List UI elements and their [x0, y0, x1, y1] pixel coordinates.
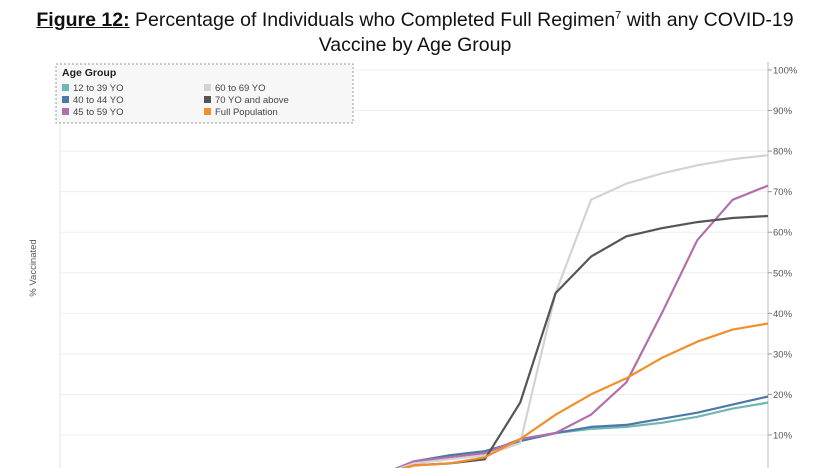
y-tick-label-100: 100% [773, 66, 798, 77]
y-tick-label-10: 10% [773, 431, 793, 442]
legend-label-5: Full Population [215, 107, 278, 118]
figure-title-part-1: Percentage of Individuals who Completed … [129, 9, 616, 31]
legend-swatch-0 [62, 84, 69, 91]
y-axis-ticks: 100% 90% 80% 70% 60% 50% 40% 30% 20% 10% [768, 66, 798, 442]
figure-label: Figure 12: [36, 9, 130, 31]
figure-title-part-2: with any COVID-19 [621, 9, 794, 31]
series-line-70-yo-and-above [401, 214, 769, 468]
legend-title: Age Group [62, 67, 116, 79]
figure-title-superscript: 7 [615, 9, 622, 22]
legend-swatch-2 [62, 108, 69, 115]
figure-title-line-1: Figure 12: Percentage of Individuals who… [0, 8, 830, 32]
series-line-40-to-44-yo [394, 395, 769, 468]
legend-swatch-5 [204, 108, 211, 115]
legend-label-4: 70 YO and above [215, 95, 289, 106]
series-line-45-to-59-yo [394, 184, 769, 468]
y-axis-label: % Vaccinated [28, 239, 39, 296]
y-tick-label-90: 90% [773, 106, 793, 117]
legend-swatch-4 [204, 96, 211, 103]
legend-swatch-3 [204, 84, 211, 91]
series-line-full-population [401, 322, 769, 468]
y-tick-label-50: 50% [773, 268, 793, 279]
legend-label-3: 60 to 69 YO [215, 83, 266, 94]
legend-label-2: 45 to 59 YO [73, 107, 124, 118]
y-tick-label-80: 80% [773, 147, 793, 158]
figure-title-line-2: Vaccine by Age Group [318, 34, 512, 56]
legend-swatch-1 [62, 96, 69, 103]
series-line-60-to-69-yo [397, 154, 769, 468]
y-tick-label-60: 60% [773, 228, 793, 239]
y-tick-label-30: 30% [773, 349, 793, 360]
gridlines [60, 69, 768, 436]
y-tick-label-20: 20% [773, 390, 793, 401]
y-tick-label-40: 40% [773, 309, 793, 320]
y-tick-label-70: 70% [773, 187, 793, 198]
legend-label-1: 40 to 44 YO [73, 95, 124, 106]
series-lines [394, 154, 769, 468]
legend-label-0: 12 to 39 YO [73, 83, 124, 94]
